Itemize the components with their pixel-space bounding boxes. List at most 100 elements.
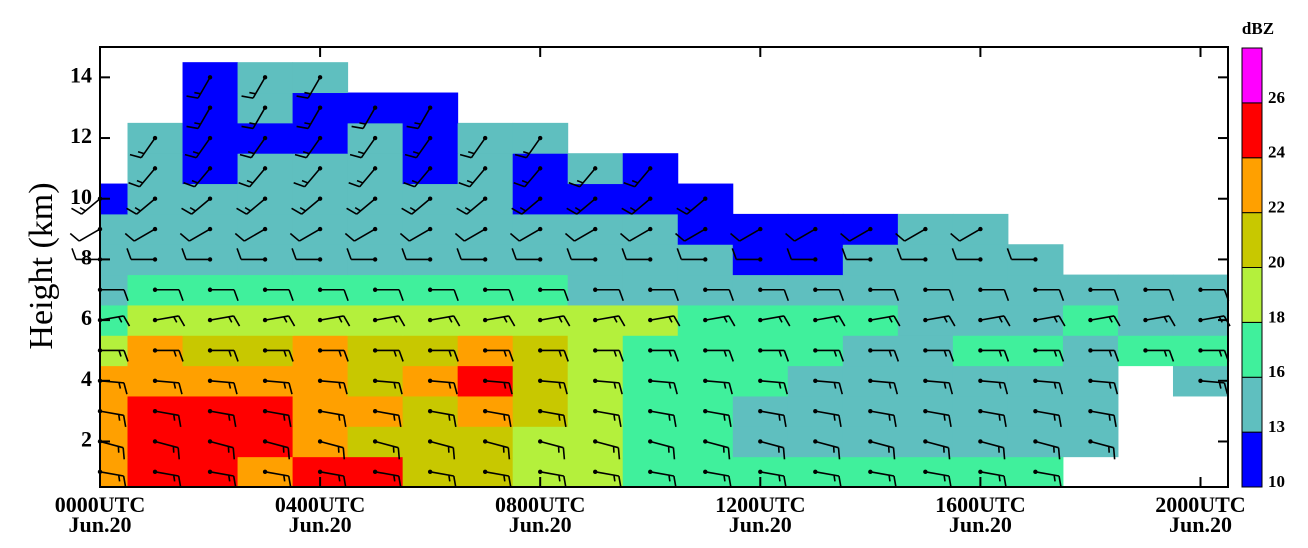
wind-barb — [785, 228, 816, 242]
wind-barb — [595, 349, 624, 362]
wind-barb — [241, 107, 266, 130]
barb-dot — [703, 469, 708, 475]
barb-dot — [537, 469, 543, 475]
barb-dot — [152, 196, 158, 201]
wind-barb — [540, 471, 567, 488]
barb-dot — [923, 317, 928, 323]
wind-barb — [564, 228, 596, 242]
barb-dot — [372, 135, 378, 141]
wind-barb — [319, 315, 351, 327]
wind-barb — [650, 315, 681, 327]
wind-barb — [430, 410, 457, 427]
barb-dot — [262, 469, 268, 475]
barb-dot — [703, 317, 708, 323]
barb-dot — [207, 196, 213, 201]
wind-barb — [401, 248, 431, 261]
wind-barb — [430, 315, 461, 327]
wind-barb — [484, 440, 511, 460]
barb-dot — [1088, 317, 1093, 323]
wind-barb — [595, 471, 622, 488]
barb-dot — [262, 378, 268, 383]
barb-dot — [978, 257, 983, 262]
wind-barb — [760, 440, 786, 460]
barb-dot — [537, 226, 543, 232]
wind-barb — [760, 410, 787, 427]
barb-dot — [1088, 348, 1093, 353]
barb-dot — [262, 226, 268, 232]
barb-dot — [648, 439, 653, 444]
wind-barb — [1035, 471, 1062, 488]
barb-dot — [593, 287, 598, 292]
wind-barb — [650, 410, 677, 427]
barb-dot — [758, 257, 763, 262]
wind-barb — [676, 248, 706, 261]
wind-barb — [950, 228, 981, 242]
barb-dot — [978, 378, 983, 383]
barb-dot — [372, 469, 378, 475]
barb-dot — [482, 287, 488, 292]
colorbar-segment — [1241, 47, 1263, 104]
barb-dot — [317, 469, 323, 475]
wind-barb — [348, 167, 376, 188]
barb-dot — [978, 287, 983, 292]
wind-barb — [319, 410, 347, 427]
wind-barb — [870, 379, 899, 395]
barb-dot — [1198, 348, 1203, 353]
wind-barb — [980, 315, 1011, 327]
barb-dot — [427, 105, 433, 110]
colorbar-tick-label: 16 — [1268, 362, 1285, 381]
wind-barb — [375, 379, 403, 395]
wind-barb — [870, 315, 901, 327]
barb-dot — [978, 408, 983, 414]
barb-dot — [152, 408, 158, 414]
wind-barb — [815, 288, 845, 302]
barb-dot — [317, 287, 323, 292]
wind-barb — [925, 471, 952, 488]
y-tick-label: 4 — [81, 366, 92, 391]
barb-dot — [317, 105, 323, 110]
barb-dot — [427, 317, 433, 323]
wind-barb — [1035, 410, 1062, 427]
barb-dot — [978, 226, 983, 232]
x-tick-label: 2000UTC Jun.20 — [1155, 492, 1245, 537]
barb-dot — [427, 348, 433, 353]
barb-dot — [868, 257, 873, 262]
barb-dot — [372, 226, 378, 232]
y-tick-label: 12 — [70, 123, 92, 148]
barb-dot — [152, 166, 158, 171]
wind-barb — [179, 228, 211, 242]
barb-dot — [648, 348, 653, 353]
barb-dot — [648, 257, 653, 262]
barb-dot — [648, 166, 653, 171]
wind-barb — [925, 315, 956, 327]
barb-dot — [317, 439, 323, 444]
wind-barb — [374, 410, 402, 427]
wind-barb — [184, 137, 211, 159]
plot-frame — [99, 46, 1229, 488]
x-tick-label: 1600UTC Jun.20 — [935, 492, 1025, 537]
wind-barb — [430, 349, 459, 362]
wind-barb — [675, 228, 706, 242]
barb-dot — [427, 196, 433, 201]
barb-dot — [758, 317, 763, 323]
barb-dot — [813, 469, 818, 475]
wind-barb — [705, 315, 736, 327]
barb-dot — [372, 317, 378, 323]
wind-barb — [731, 248, 761, 261]
y-tick-label: 2 — [81, 427, 92, 452]
barb-dot — [262, 105, 268, 110]
wind-barb — [760, 315, 791, 327]
wind-barb — [925, 349, 955, 362]
barb-dot — [317, 378, 323, 383]
barb-dot — [923, 439, 928, 444]
wind-barb — [1035, 379, 1064, 395]
wind-barb — [485, 379, 513, 395]
barb-dot — [813, 317, 818, 323]
barb-dot — [262, 408, 268, 414]
barb-dot — [152, 439, 158, 444]
barb-dot — [207, 226, 213, 232]
barb-dot — [537, 317, 543, 323]
wind-barb — [349, 137, 376, 159]
wind-barb — [126, 198, 156, 215]
